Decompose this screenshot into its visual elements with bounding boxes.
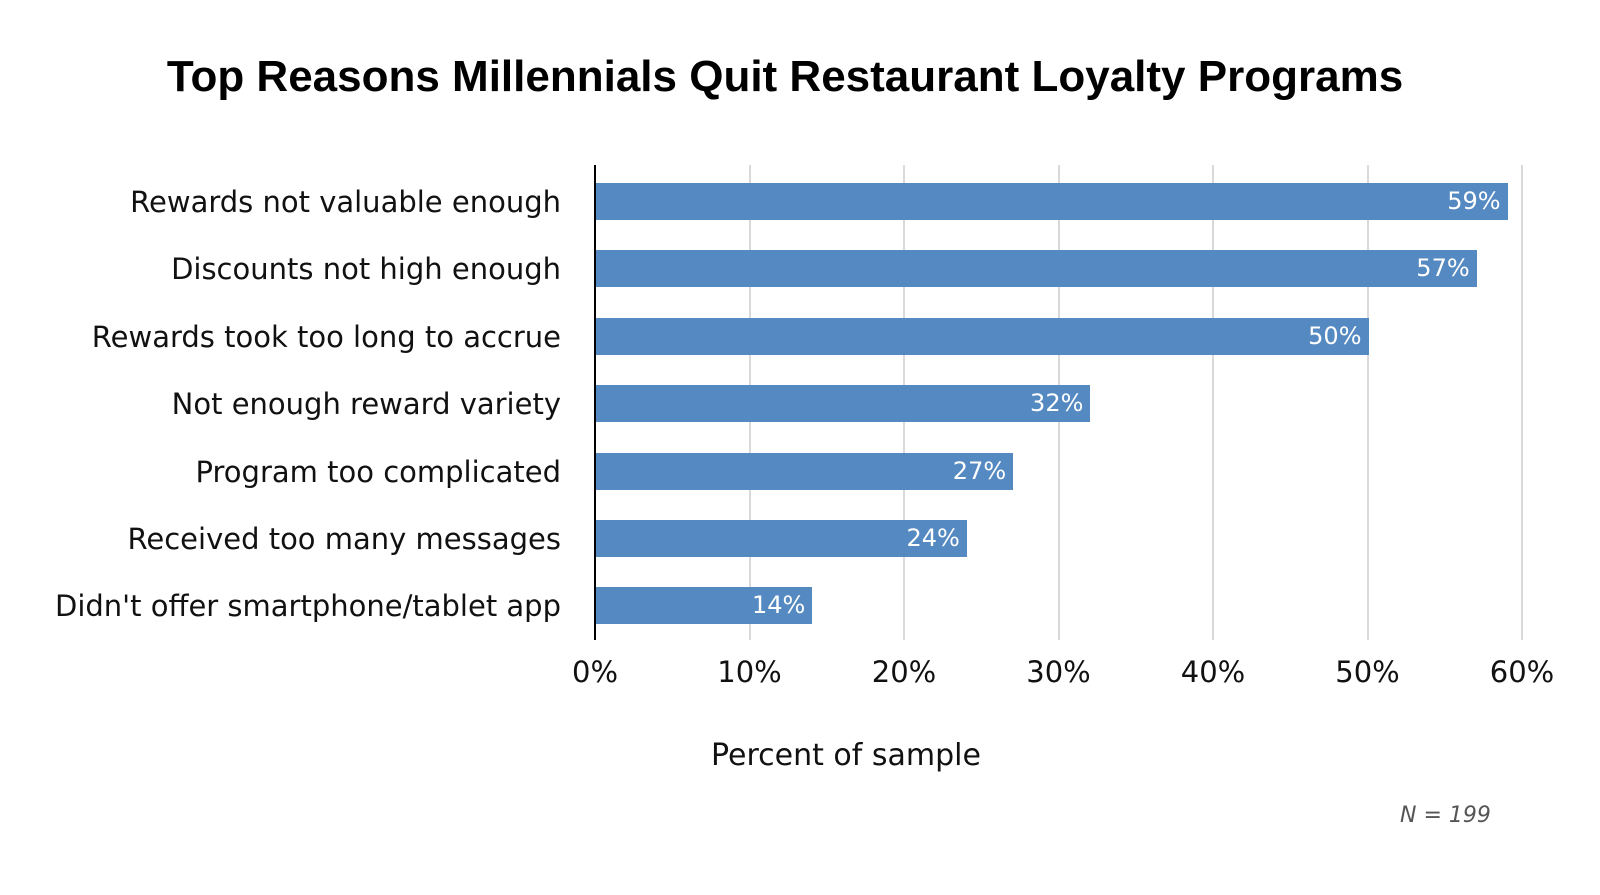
bar: 50% (596, 317, 1369, 355)
x-tick-label: 30% (1026, 655, 1091, 689)
category-label: Program too complicated (195, 454, 561, 489)
bar-value-label: 14% (751, 591, 806, 620)
bar: 14% (596, 587, 813, 625)
chart-title: Top Reasons Millennials Quit Restaurant … (166, 52, 1404, 101)
x-tick-label: 0% (571, 655, 619, 689)
gridline (1366, 165, 1369, 640)
sample-size-note: N = 199 (1400, 803, 1491, 828)
bar-value-label: 59% (1447, 187, 1501, 215)
x-tick-label: 20% (871, 655, 937, 689)
y-axis-line (594, 165, 596, 640)
category-label: Rewards took too long to accrue (91, 319, 561, 354)
category-label: Didn't offer smartphone/tablet app (54, 589, 561, 624)
bar: 27% (596, 452, 1014, 490)
x-tick-label: 10% (717, 655, 782, 689)
bar: 57% (596, 250, 1477, 288)
gridline (1212, 165, 1214, 640)
category-label: Received too many messages (127, 522, 561, 556)
x-axis-label: Percent of sample (711, 738, 981, 773)
category-label: Discounts not high enough (171, 252, 561, 287)
bar-value-label: 27% (952, 456, 1007, 485)
bar-value-label: 50% (1308, 321, 1362, 350)
bar-value-label: 57% (1416, 254, 1470, 283)
bar-value-label: 24% (906, 524, 960, 552)
category-label: Rewards not valuable enough (130, 185, 561, 219)
x-tick-label: 40% (1180, 655, 1246, 689)
bar: 59% (596, 183, 1508, 220)
bar: 24% (596, 520, 967, 557)
x-tick-label: 60% (1489, 655, 1555, 689)
x-tick-label: 50% (1335, 655, 1400, 689)
bar-value-label: 32% (1030, 389, 1084, 418)
category-label: Not enough reward variety (171, 387, 561, 422)
bar: 32% (596, 385, 1091, 423)
gridline (1521, 165, 1523, 640)
